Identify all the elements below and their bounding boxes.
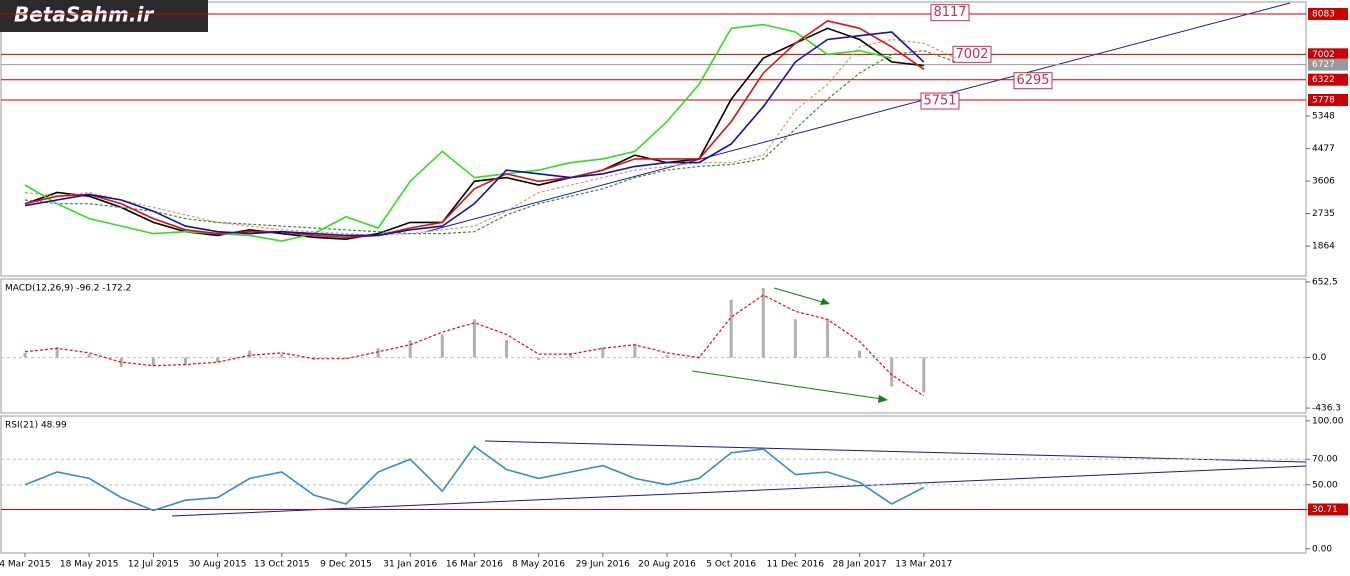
arrow-head (878, 395, 888, 403)
histogram-bar (376, 348, 380, 358)
histogram-bar (601, 347, 605, 358)
histogram-bar (248, 350, 252, 358)
x-tick-label: 28 Jan 2017 (833, 560, 887, 570)
arrow (773, 287, 827, 304)
level-label-box (1308, 503, 1348, 516)
annotation: 5751 (923, 94, 956, 109)
histogram-bar (55, 347, 59, 358)
macd-panel (0, 278, 1307, 414)
histogram-bar (729, 299, 733, 358)
series-line (24, 445, 925, 512)
x-tick-label: 30 Aug 2015 (189, 560, 247, 570)
y-tick-label: -436.3 (1312, 404, 1341, 414)
panel-title: RSI(21) 48.99 (5, 421, 67, 431)
histogram-bar (537, 357, 541, 360)
histogram-bar (472, 319, 476, 358)
histogram-bar (216, 357, 220, 363)
level-label: 30.71 (1312, 505, 1338, 515)
y-tick-label: 1864 (1312, 242, 1335, 252)
histogram-bar (922, 357, 926, 393)
trend-line (484, 440, 1307, 463)
level-label-box (1308, 48, 1348, 61)
y-tick-label: 0.0 (1312, 353, 1327, 363)
annotation: 8117 (933, 5, 966, 20)
x-tick-label: 9 Dec 2015 (320, 560, 372, 570)
histogram-bar (151, 357, 155, 366)
x-tick-label: 16 Mar 2016 (446, 560, 503, 570)
histogram-bar (665, 355, 669, 358)
x-tick-label: 8 May 2016 (512, 560, 565, 570)
level-label: 6322 (1312, 75, 1335, 85)
y-tick-label: 70.00 (1312, 455, 1338, 465)
level-label-box (1308, 94, 1348, 107)
y-tick-label: 652.5 (1312, 278, 1338, 288)
trend-line (171, 465, 1307, 517)
histogram-bar (184, 357, 187, 365)
x-tick-label: 18 May 2015 (60, 560, 119, 570)
y-tick-label: 3606 (1312, 177, 1335, 187)
y-tick-label: 2735 (1312, 209, 1335, 219)
series-line (24, 294, 925, 397)
series-line (24, 23, 892, 242)
series-line (24, 38, 957, 237)
annotation: 7002 (955, 47, 988, 62)
level-label-box (1308, 7, 1348, 20)
x-tick-label: 29 Jun 2016 (576, 560, 630, 570)
logo: BetaSahm.ir (14, 3, 154, 27)
x-tick-label: 4 Mar 2015 (0, 560, 51, 570)
level-label: 5778 (1312, 96, 1335, 106)
annotation-box (920, 92, 960, 110)
series-line (24, 27, 924, 241)
histogram-bar (344, 357, 348, 359)
current-price-label: 6727 (1312, 60, 1335, 70)
x-tick-label: 11 Dec 2016 (767, 560, 825, 570)
histogram-bar (87, 354, 91, 358)
y-tick-label: 5348 (1312, 112, 1335, 122)
x-tick-label: 20 Aug 2016 (638, 560, 696, 570)
logo-box (0, 0, 208, 32)
trend-line (424, 2, 1291, 233)
x-tick-label: 13 Oct 2015 (254, 560, 310, 570)
arrow-head (820, 298, 830, 305)
histogram-bar (761, 288, 765, 358)
y-tick-label: 100.00 (1312, 416, 1344, 426)
y-tick-label: 4477 (1312, 144, 1335, 154)
annotation-box (930, 4, 970, 22)
histogram-bar (119, 357, 123, 367)
x-tick-label: 12 Jul 2015 (128, 560, 179, 570)
level-label-box (1308, 73, 1348, 86)
x-tick-label: 13 Mar 2017 (895, 560, 952, 570)
level-label: 8083 (1312, 9, 1335, 19)
y-tick-label: 0.00 (1312, 544, 1332, 554)
annotation-box (952, 45, 992, 63)
level-label: 7002 (1312, 50, 1335, 60)
histogram-bar (23, 352, 27, 358)
series-line (24, 50, 957, 235)
x-tick-label: 31 Jan 2016 (383, 560, 437, 570)
annotation-box (1013, 72, 1053, 90)
current-price-box (1308, 58, 1348, 71)
histogram-bar (826, 319, 829, 358)
histogram-bar (569, 352, 573, 358)
panel-title: MACD(12,26,9) -96.2 -172.2 (5, 284, 131, 294)
histogram-bar (793, 319, 797, 358)
histogram-bar (505, 340, 508, 358)
histogram-bar (280, 354, 284, 358)
arrow (691, 370, 883, 400)
histogram-bar (858, 350, 862, 358)
series-line (24, 31, 925, 237)
x-tick-label: 5 Oct 2016 (706, 560, 756, 570)
main-panel (0, 1, 1307, 277)
histogram-bar (633, 343, 637, 358)
annotation: 6295 (1016, 73, 1049, 88)
series-line (24, 19, 925, 239)
y-tick-label: 50.00 (1312, 480, 1338, 490)
histogram-bar (440, 334, 444, 358)
histogram-bar (890, 357, 894, 387)
histogram-bar (408, 340, 412, 358)
